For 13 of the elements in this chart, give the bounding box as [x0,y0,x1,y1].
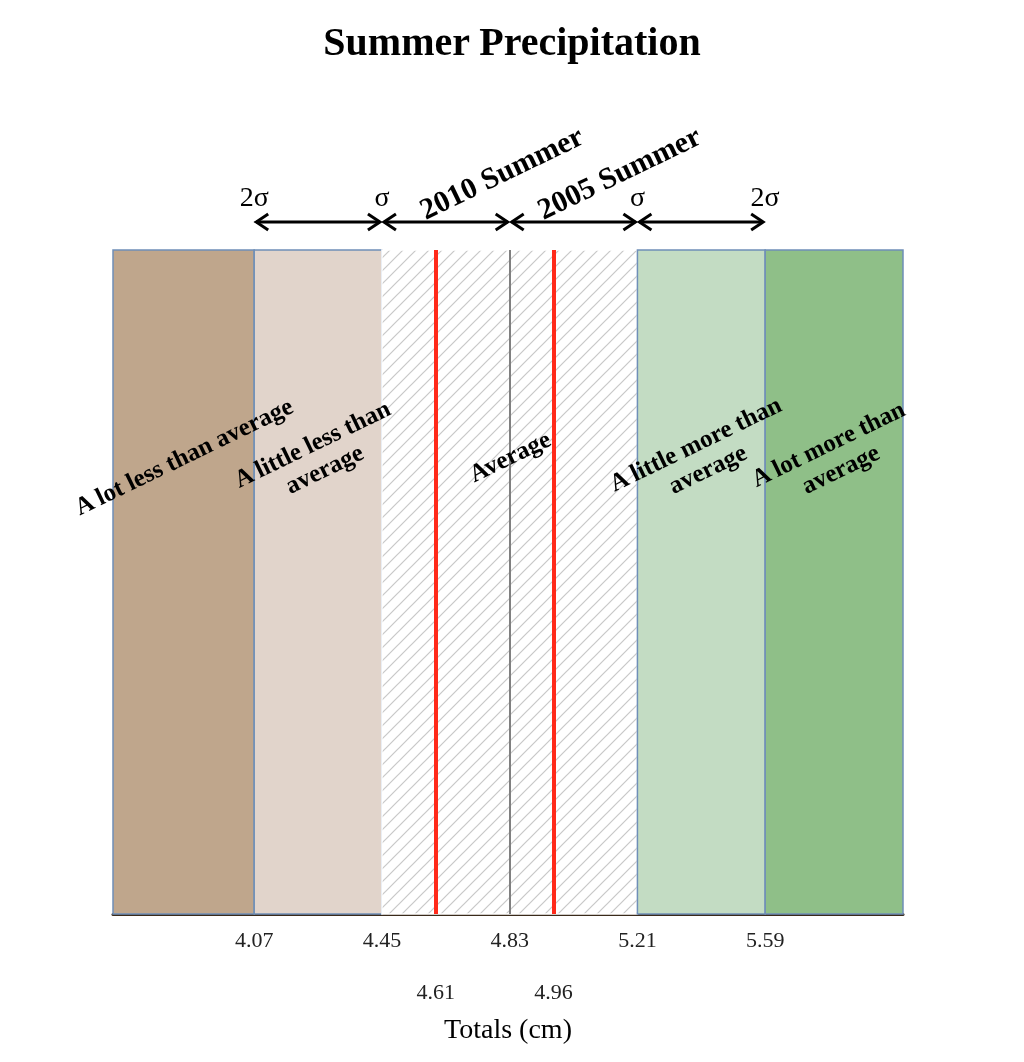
x-tick-label: 4.45 [362,926,402,952]
text: Summer Precipitation [323,18,701,64]
x-tick-label: 5.21 [618,926,657,952]
annotation: 2σ [750,180,780,212]
x-tick-label: 4.07 [234,926,274,952]
x-tick-label: 5.59 [745,926,785,952]
annotation: 2σ [239,180,269,212]
x-axis-title: Totals (cm) [444,1012,572,1044]
x-tick-label: 4.83 [490,926,529,952]
annotation: σ [374,180,390,212]
annotation: 4.61 [416,978,455,1004]
annotation: σ [629,180,645,212]
annotation: 4.96 [534,978,573,1004]
